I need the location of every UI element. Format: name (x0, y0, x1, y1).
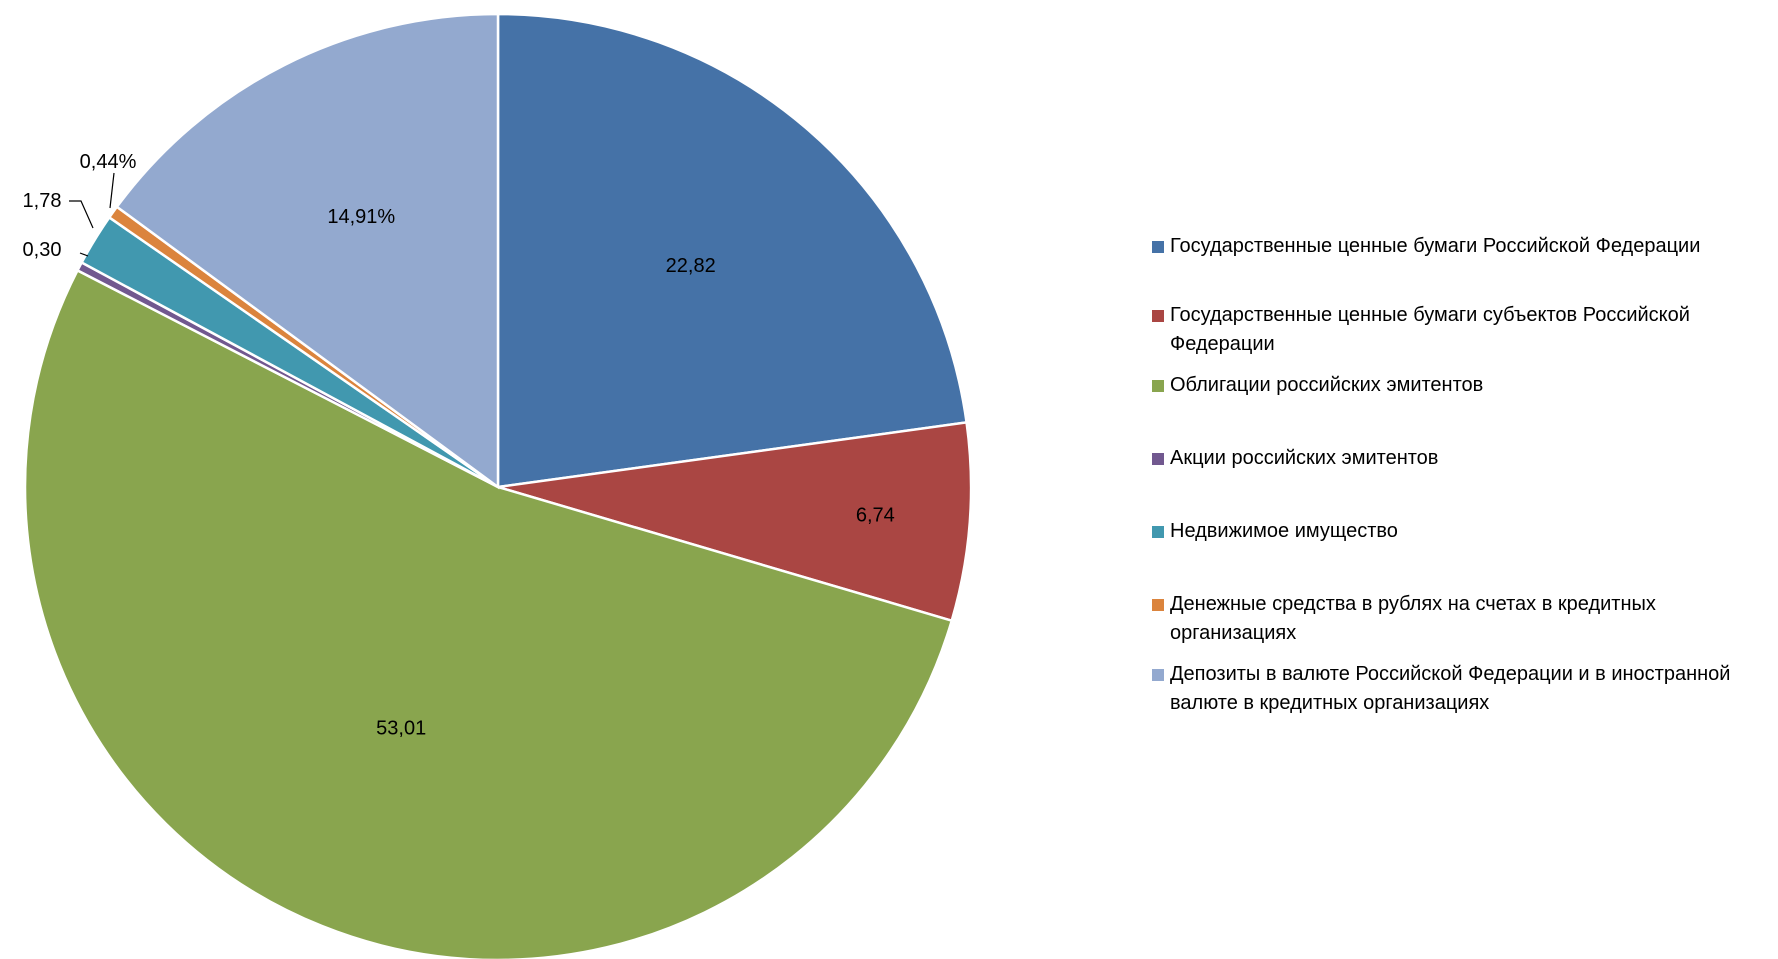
legend-swatch (1152, 669, 1164, 681)
legend-label: Депозиты в валюте Российской Федерации и… (1170, 663, 1731, 714)
legend-swatch (1152, 526, 1164, 538)
legend-label: Недвижимое имущество (1170, 520, 1398, 542)
legend-label: Денежные средства в рублях на счетах в к… (1170, 593, 1656, 644)
legend-item: Облигации российских эмитентов (1148, 371, 1778, 400)
pie-slices (23, 12, 973, 959)
legend-swatch (1152, 453, 1164, 465)
legend-item: Депозиты в валюте Российской Федерации и… (1148, 660, 1778, 718)
legend-swatch (1152, 380, 1164, 392)
pie-slice (23, 268, 954, 959)
legend-label: Акции российских эмитентов (1170, 447, 1439, 469)
pie-slice (115, 12, 500, 490)
slice-data-label: 0,30 (23, 239, 62, 261)
slice-data-label: 6,74 (856, 504, 895, 526)
legend-item: Акции российских эмитентов (1148, 444, 1778, 473)
legend-swatch (1152, 241, 1164, 253)
legend-label: Государственные ценные бумаги Российской… (1170, 235, 1701, 257)
legend: Государственные ценные бумаги Российской… (1148, 232, 1778, 718)
legend-swatch (1152, 310, 1164, 322)
legend-label: Государственные ценные бумаги субъектов … (1170, 304, 1690, 355)
pie-data-labels: 22,82 6,74 53,01 0,30 1,78 0,44% 14,91% (23, 151, 895, 740)
slice-data-label: 1,78 (23, 190, 62, 212)
legend-item: Государственные ценные бумаги Российской… (1148, 232, 1778, 261)
slice-data-label: 14,91% (327, 206, 395, 228)
pie-slice (496, 12, 968, 489)
pie-slice (497, 421, 973, 623)
legend-item: Недвижимое имущество (1148, 517, 1778, 546)
legend-swatch (1152, 599, 1164, 611)
slice-data-label: 53,01 (376, 718, 426, 740)
legend-label: Облигации российских эмитентов (1170, 374, 1484, 396)
leader-line (79, 252, 89, 257)
leader-line (109, 172, 115, 209)
legend-item: Государственные ценные бумаги субъектов … (1148, 301, 1778, 359)
leader-line (69, 200, 94, 229)
slice-data-label: 22,82 (666, 255, 716, 277)
slice-data-label: 0,44% (80, 151, 137, 173)
legend-item: Денежные средства в рублях на счетах в к… (1148, 590, 1778, 648)
